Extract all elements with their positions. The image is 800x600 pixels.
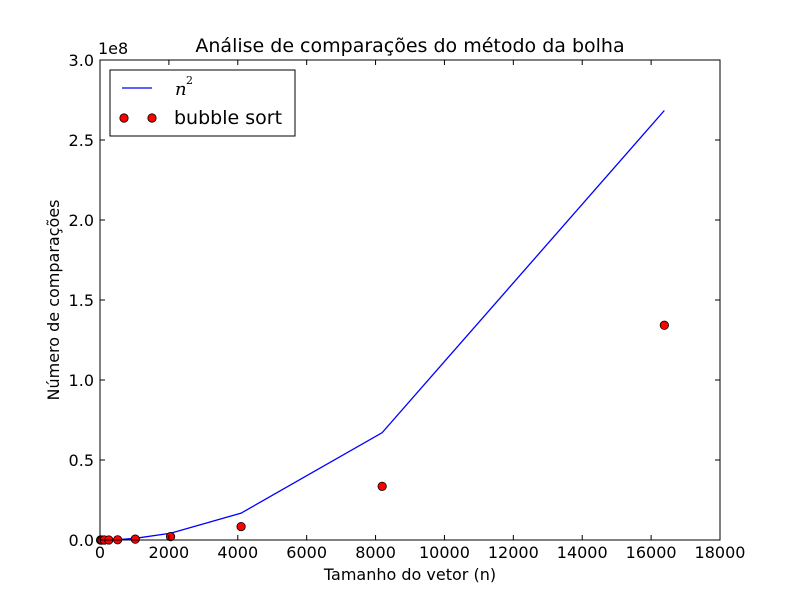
legend-box [109,69,296,137]
y-tick-label: 1.0 [69,371,94,390]
legend: n 2 bubble sort [109,69,296,137]
y-tick-label: 3.0 [69,51,94,70]
x-tick-label: 4000 [217,543,258,562]
plot-area [100,60,720,540]
legend-label-bubble-sort: bubble sort [174,107,282,129]
x-tick-label: 16000 [626,543,677,562]
x-tick-label: 0 [95,543,105,562]
y-tick-label: 0.5 [69,451,94,470]
y-axis-title: Número de comparações [44,199,63,400]
data-point-bubble-sort [130,534,140,544]
x-tick-label: 14000 [557,543,608,562]
x-tick-label: 12000 [488,543,539,562]
y-tick-label: 0.0 [69,531,94,550]
y-offset-label: 1e8 [98,39,128,58]
x-tick-label: 6000 [286,543,327,562]
x-tick-label: 2000 [149,543,190,562]
legend-marker-swatch [147,113,157,123]
data-point-bubble-sort [659,320,669,330]
y-tick-label: 2.0 [69,211,94,230]
data-point-bubble-sort [377,481,387,491]
x-tick-label: 18000 [695,543,746,562]
legend-marker-swatch [119,113,129,123]
y-tick-label: 2.5 [69,131,94,150]
legend-label-n-squared: n [175,79,187,100]
legend-label-exponent: 2 [186,74,193,87]
data-point-bubble-sort [236,521,246,532]
x-tick-label: 8000 [355,543,396,562]
chart-title: Análise de comparações do método da bolh… [195,35,624,57]
y-tick-label: 1.5 [69,291,94,310]
x-axis-title: Tamanho do vetor (n) [323,565,496,584]
x-tick-label: 10000 [419,543,470,562]
